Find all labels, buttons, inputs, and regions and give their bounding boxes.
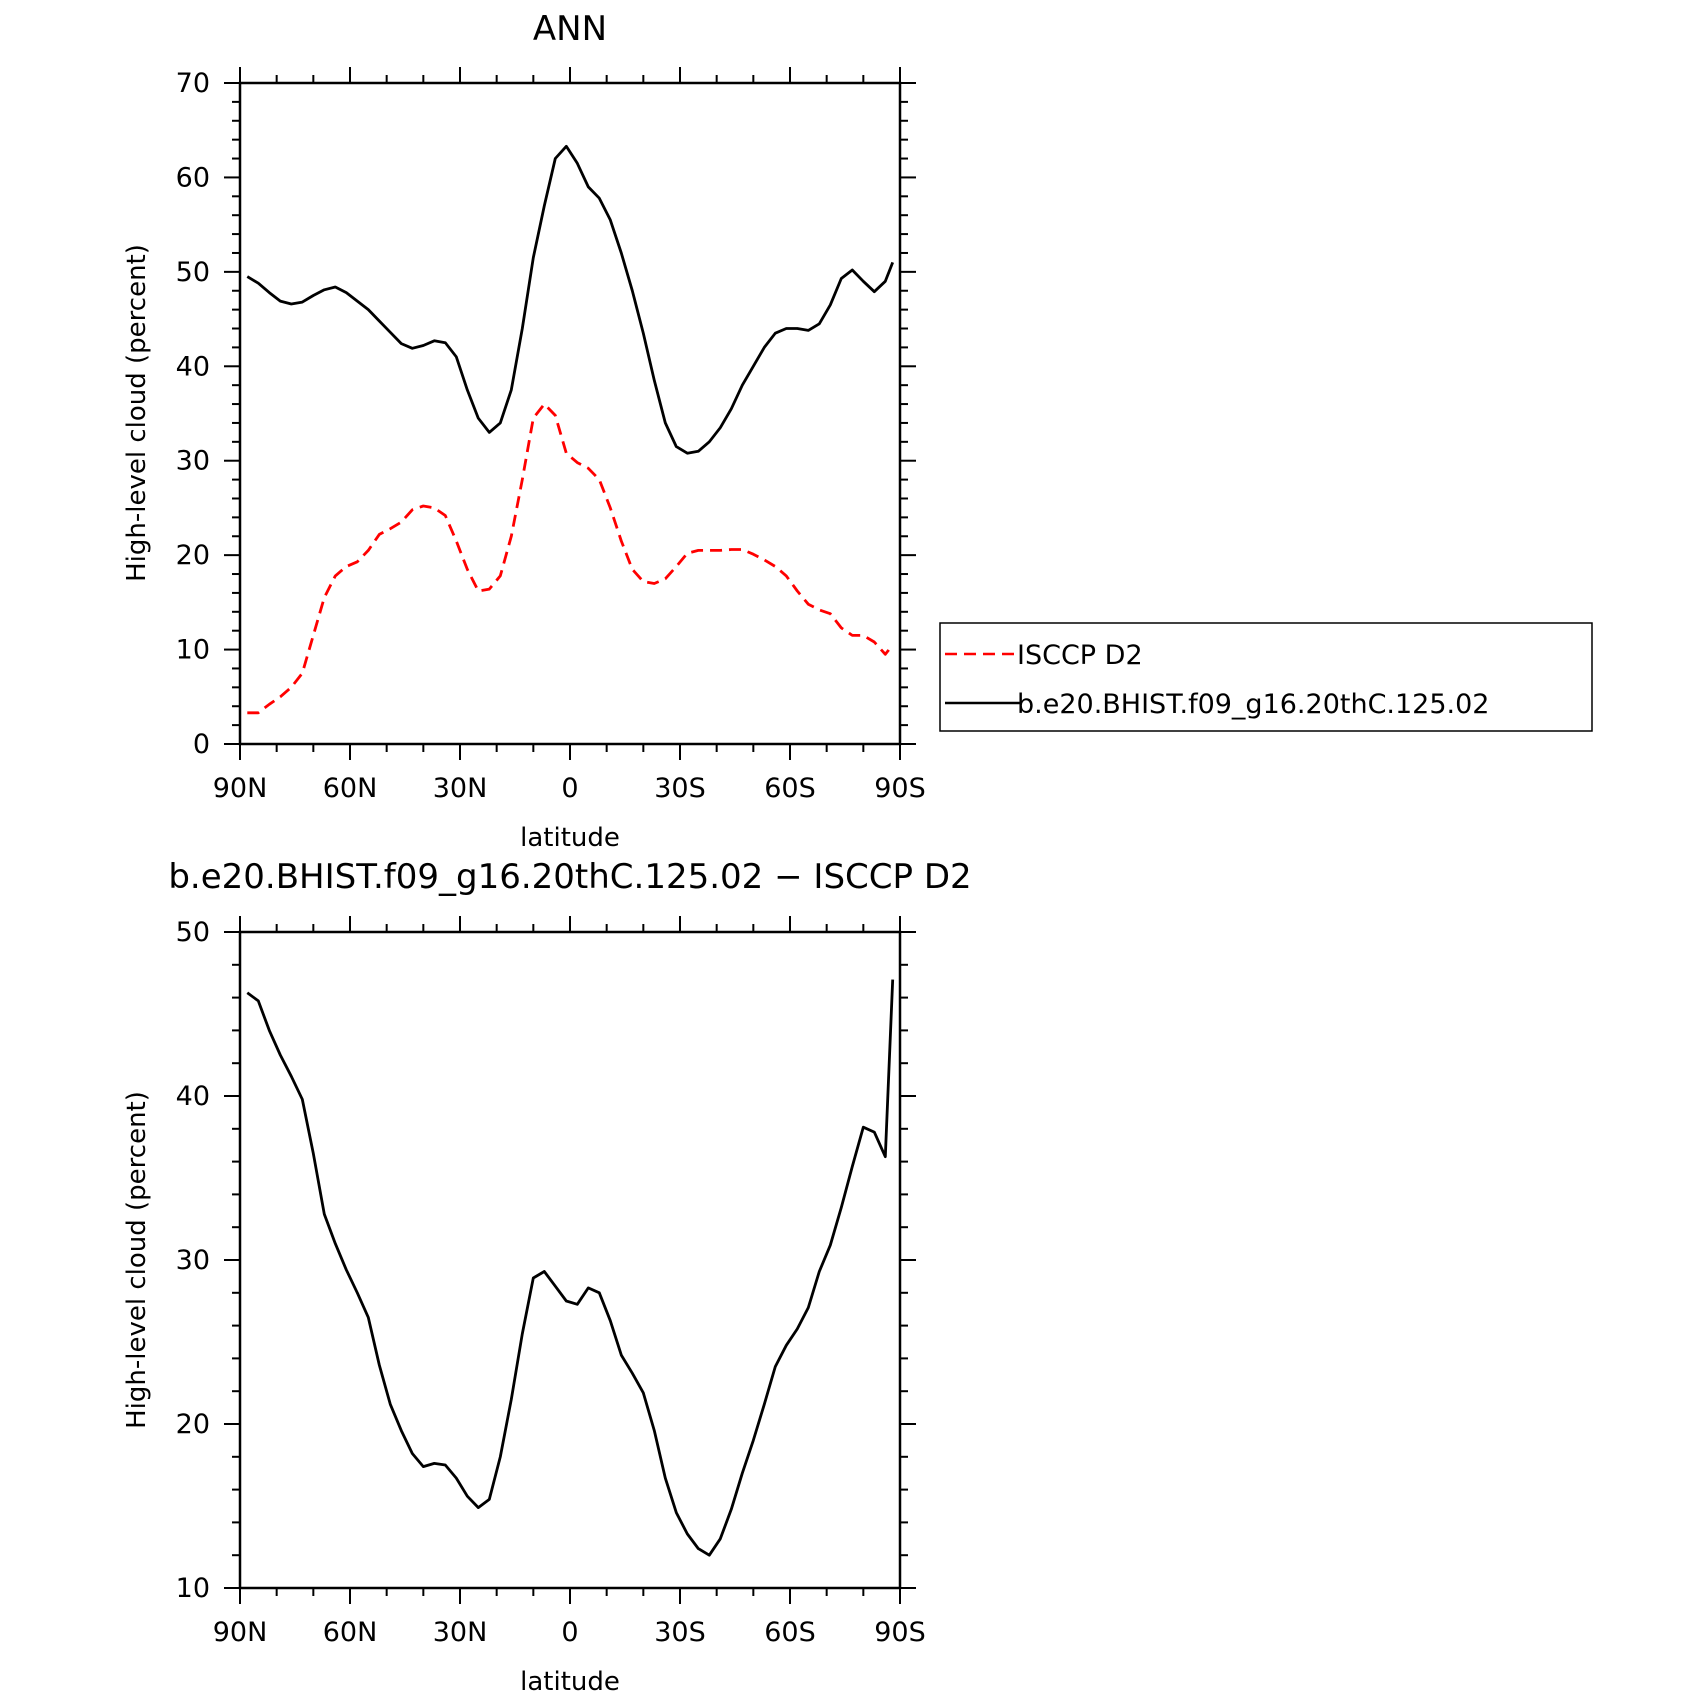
x-tick-label: 90S xyxy=(874,1617,926,1648)
series-layer xyxy=(246,144,895,715)
chart-title: ANN xyxy=(533,9,607,49)
x-tick-label: 60N xyxy=(323,1617,378,1648)
x-tick-label: 60S xyxy=(764,773,816,804)
x-tick-label: 90S xyxy=(874,773,926,804)
x-tick-label: 30S xyxy=(654,1617,706,1648)
x-tick-label: 30N xyxy=(433,1617,488,1648)
y-tick-label: 30 xyxy=(176,446,210,477)
x-tick-label: 30N xyxy=(433,773,488,804)
chart-title: b.e20.BHIST.f09_g16.20thC.125.02 − ISCCP… xyxy=(168,857,971,897)
series-line-1 xyxy=(246,144,895,455)
x-tick-label: 0 xyxy=(561,773,578,804)
x-tick-label: 0 xyxy=(561,1617,578,1648)
series-line-0 xyxy=(246,979,895,1557)
tick-labels: 0 10 20 30 40 50 60 70 90N 60N 30N 0 30S 60S 90S xyxy=(176,68,926,804)
x-tick-label: 60N xyxy=(323,773,378,804)
y-tick-label: 70 xyxy=(176,68,210,99)
plot-frame xyxy=(238,81,902,746)
x-tick-label: 90N xyxy=(213,1617,268,1648)
series-line-0 xyxy=(247,402,894,715)
x-tick-label: 30S xyxy=(654,773,706,804)
chart-panel-bottom: b.e20.BHIST.f09_g16.20thC.125.02 − ISCCP… xyxy=(122,857,972,1697)
plot-frame xyxy=(238,930,902,1590)
x-axis-label: latitude xyxy=(520,823,620,853)
y-tick-label: 20 xyxy=(176,540,210,571)
legend-label-model: b.e20.BHIST.f09_g16.20thC.125.02 xyxy=(1017,689,1489,720)
y-tick-label: 10 xyxy=(176,635,210,666)
legend-label-isccp: ISCCP D2 xyxy=(1017,640,1143,671)
x-tick-label: 60S xyxy=(764,1617,816,1648)
chart-panel-top: ANN 0 10 20 30 40 50 60 70 90N 60N 30N 0 30S 60S 90S H… xyxy=(122,9,926,853)
y-tick-label: 40 xyxy=(176,1081,210,1112)
legend: ISCCP D2 b.e20.BHIST.f09_g16.20thC.125.0… xyxy=(939,622,1593,732)
y-tick-label: 60 xyxy=(176,162,210,193)
y-tick-label: 20 xyxy=(176,1409,210,1440)
y-axis-label: High-level cloud (percent) xyxy=(122,244,152,582)
y-tick-label: 50 xyxy=(176,257,210,288)
x-axis-label: latitude xyxy=(520,1667,620,1697)
y-tick-label: 30 xyxy=(176,1245,210,1276)
y-tick-label: 40 xyxy=(176,351,210,382)
tick-labels: 10 20 30 40 50 90N 60N 30N 0 30S 60S 90S xyxy=(176,917,926,1648)
axis-ticks xyxy=(224,916,916,1604)
series-layer xyxy=(246,979,895,1557)
y-tick-label: 0 xyxy=(193,729,210,760)
y-tick-label: 10 xyxy=(176,1573,210,1604)
legend-box xyxy=(939,622,1593,732)
y-axis-label: High-level cloud (percent) xyxy=(122,1091,152,1429)
x-tick-label: 90N xyxy=(213,773,268,804)
axis-ticks xyxy=(224,67,916,760)
y-tick-label: 50 xyxy=(176,917,210,948)
